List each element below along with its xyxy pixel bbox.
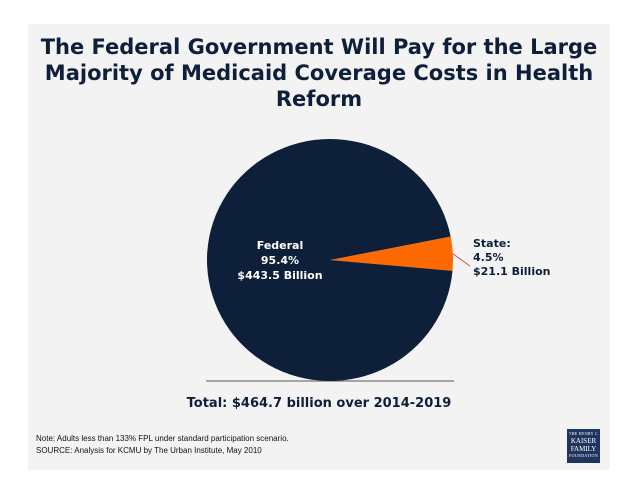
- source-text: SOURCE: Analysis for KCMU by The Urban I…: [36, 446, 262, 455]
- state-percent-label: 4.5%: [473, 251, 504, 264]
- state-slice: [330, 236, 453, 271]
- state-leader-line: [452, 253, 471, 267]
- pie-slices: [206, 138, 453, 381]
- state-amount-label: $21.1 Billion: [473, 265, 550, 278]
- logo-line-1: THE HENRY J.: [568, 431, 599, 436]
- footnotes: Note: Adults less than 133% FPL under st…: [36, 433, 289, 457]
- federal-amount-label: $443.5 Billion: [237, 269, 322, 282]
- chart-title: The Federal Government Will Pay for the …: [40, 35, 598, 111]
- state-name-label: State:: [473, 237, 511, 250]
- logo-line-4: FOUNDATION: [569, 453, 598, 458]
- total-label: Total: $464.7 billion over 2014-2019: [186, 396, 452, 411]
- logo-line-3: FAMILY: [570, 445, 597, 453]
- note-text: Note: Adults less than 133% FPL under st…: [36, 434, 289, 443]
- logo-line-2: KAISER: [570, 437, 597, 445]
- federal-name-label: Federal: [257, 239, 303, 252]
- federal-percent-label: 95.4%: [261, 254, 299, 267]
- federal-slice: [206, 138, 453, 381]
- kaiser-logo: THE HENRY J. KAISER FAMILY FOUNDATION: [567, 429, 600, 463]
